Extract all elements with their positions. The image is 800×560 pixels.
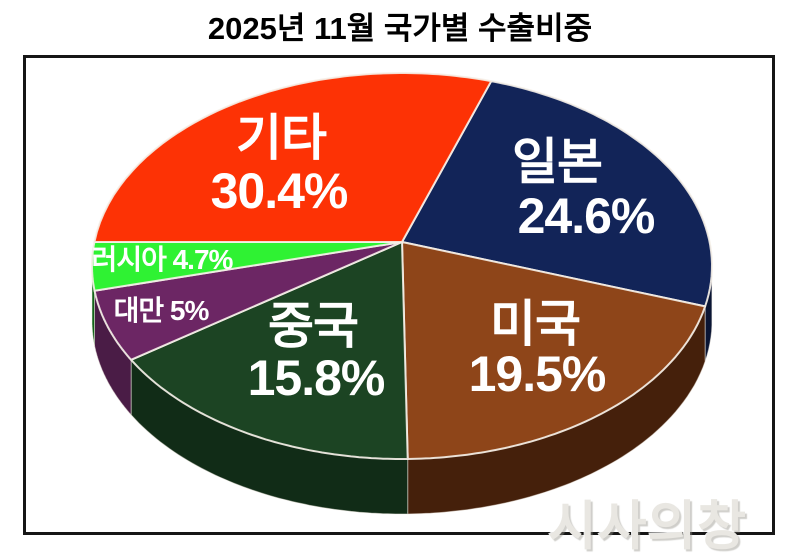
pie-slice-기타	[93, 72, 493, 243]
watermark: 시사의창	[548, 497, 748, 556]
pie-slice-대만	[93, 241, 403, 361]
pie-slice-일본	[401, 80, 713, 308]
pie-slice-중국	[130, 241, 409, 460]
pie-slice-러시아	[91, 241, 403, 292]
pie-slice-미국	[401, 241, 707, 460]
page-title: 2025년 11월 국가별 수출비중	[207, 11, 593, 46]
